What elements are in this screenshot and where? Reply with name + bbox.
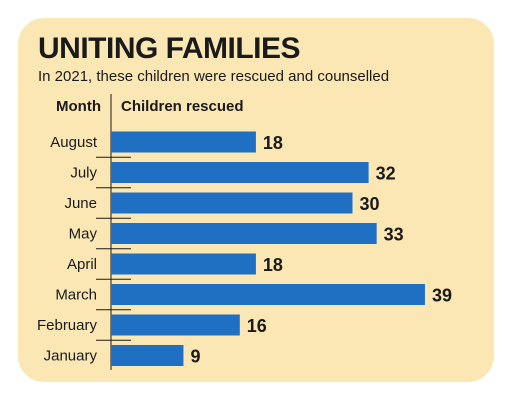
bar-january xyxy=(111,345,184,366)
category-label: March xyxy=(55,287,97,304)
value-label: 18 xyxy=(263,255,283,275)
bar-april xyxy=(111,253,256,275)
header-month: Month xyxy=(56,98,101,115)
category-label: August xyxy=(50,134,98,151)
chart-subtitle: In 2021, these children were rescued and… xyxy=(38,68,390,85)
value-label: 32 xyxy=(376,164,396,184)
category-label: July xyxy=(70,165,97,182)
chart-title: UNITING FAMILIES xyxy=(38,32,301,65)
category-label: May xyxy=(69,226,98,243)
bar-july xyxy=(111,162,369,183)
value-label: 30 xyxy=(360,194,380,214)
value-label: 18 xyxy=(263,133,283,153)
value-label: 33 xyxy=(384,225,404,245)
value-label: 39 xyxy=(432,286,452,306)
value-label: 9 xyxy=(190,347,200,367)
bar-june xyxy=(111,192,353,214)
category-label: January xyxy=(44,348,98,365)
category-label: February xyxy=(37,317,98,334)
bar-march xyxy=(111,284,425,305)
header-children-rescued: Children rescued xyxy=(121,98,244,115)
bar-may xyxy=(111,223,377,244)
category-label: June xyxy=(64,195,97,212)
category-label: April xyxy=(67,256,97,273)
bar-august xyxy=(111,131,256,153)
value-label: 16 xyxy=(247,316,267,336)
bar-february xyxy=(111,314,240,336)
